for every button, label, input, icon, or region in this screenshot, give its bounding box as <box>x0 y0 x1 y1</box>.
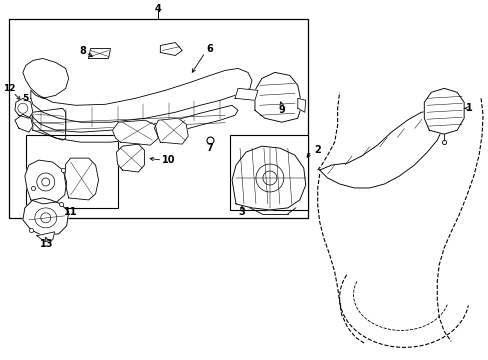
Bar <box>229 135 307 210</box>
Text: 9: 9 <box>278 105 285 115</box>
Polygon shape <box>23 58 251 122</box>
Text: 8: 8 <box>79 45 86 55</box>
Text: 13: 13 <box>40 239 53 249</box>
Text: 5: 5 <box>22 94 29 103</box>
Polygon shape <box>37 232 55 242</box>
Text: 6: 6 <box>206 44 213 54</box>
Polygon shape <box>23 198 68 236</box>
Text: 10: 10 <box>161 155 175 165</box>
Text: 2: 2 <box>314 145 321 155</box>
Text: 3: 3 <box>238 207 245 217</box>
Polygon shape <box>31 105 238 142</box>
Polygon shape <box>235 88 258 100</box>
Polygon shape <box>15 98 33 118</box>
Polygon shape <box>232 146 305 210</box>
Polygon shape <box>33 108 65 140</box>
Polygon shape <box>424 88 463 134</box>
Polygon shape <box>319 110 443 188</box>
Polygon shape <box>297 98 305 112</box>
Polygon shape <box>64 158 99 200</box>
Polygon shape <box>116 144 144 172</box>
Polygon shape <box>112 120 158 145</box>
Polygon shape <box>160 42 182 55</box>
Text: 11: 11 <box>64 207 77 217</box>
Polygon shape <box>254 72 301 122</box>
Polygon shape <box>88 49 110 58</box>
Polygon shape <box>25 160 66 204</box>
Text: 1: 1 <box>465 103 471 113</box>
Text: 4: 4 <box>155 4 162 14</box>
Bar <box>26 135 118 208</box>
Text: 7: 7 <box>206 143 213 153</box>
Polygon shape <box>15 114 33 132</box>
Text: 12: 12 <box>2 84 15 93</box>
Bar <box>9 19 307 218</box>
Polygon shape <box>154 118 188 144</box>
